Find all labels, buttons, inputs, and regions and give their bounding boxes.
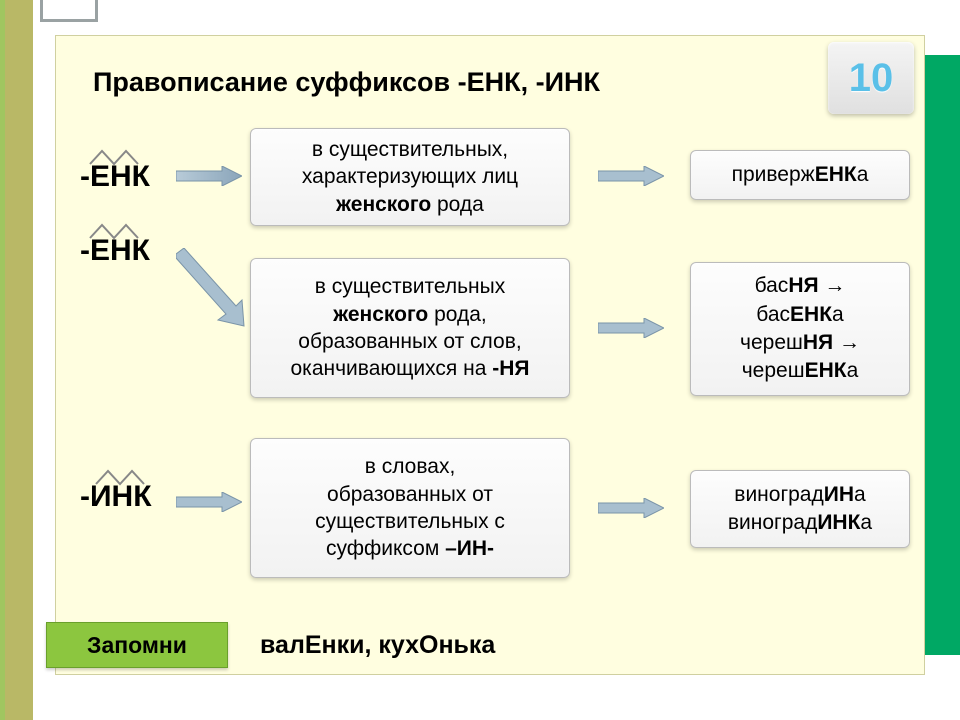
ex-text: → bbox=[819, 274, 846, 297]
arrow-icon bbox=[598, 318, 664, 338]
arrow-icon bbox=[176, 166, 242, 186]
suffix-label-enk-2: -ЕНК bbox=[80, 234, 150, 268]
rule-box-2: в существительных женского рода, образов… bbox=[250, 258, 570, 398]
ex-text: а bbox=[860, 511, 872, 534]
rule-text-bold: женского bbox=[333, 303, 428, 326]
ex-text-bold: ИН bbox=[824, 483, 854, 506]
page-frame: Правописание суффиксов -ЕНК, -ИНК 10 -ЕН… bbox=[0, 0, 960, 720]
rule-text: рода, bbox=[428, 303, 487, 326]
ex-text: бас bbox=[755, 274, 789, 297]
ex-text-bold: НЯ bbox=[803, 331, 833, 354]
rule-text-bold: -НЯ bbox=[492, 357, 529, 380]
ex-text-bold: ЕНК bbox=[815, 163, 857, 186]
ex-text: приверж bbox=[732, 163, 815, 186]
example-box-3: виноградИНа виноградИНКа bbox=[690, 470, 910, 548]
ex-text: череш bbox=[742, 359, 805, 382]
rule-text: рода bbox=[431, 193, 484, 216]
rule-text: характеризующих лиц bbox=[302, 165, 518, 188]
suffix-label-enk-1: -ЕНК bbox=[80, 160, 150, 194]
slide-number-badge: 10 bbox=[828, 42, 914, 114]
rule-text: образованных от слов, bbox=[298, 330, 521, 353]
ex-text-bold: ИНК bbox=[817, 511, 860, 534]
ex-text: виноград bbox=[734, 483, 823, 506]
ex-text: а bbox=[832, 303, 844, 326]
ex-text-bold: НЯ bbox=[788, 274, 818, 297]
rule-box-1: в существительных, характеризующих лиц ж… bbox=[250, 128, 570, 226]
example-box-1: привержЕНКа bbox=[690, 150, 910, 200]
rule-text: образованных от bbox=[327, 483, 493, 506]
ex-text: а bbox=[847, 359, 859, 382]
suffix-label-ink: -ИНК bbox=[80, 480, 152, 514]
ex-text: череш bbox=[740, 331, 803, 354]
page-title: Правописание суффиксов -ЕНК, -ИНК bbox=[75, 55, 713, 109]
ex-text: бас bbox=[756, 303, 790, 326]
rule-box-3: в словах, образованных от существительны… bbox=[250, 438, 570, 578]
ex-text-bold: ЕНК bbox=[805, 359, 847, 382]
rule-text: существительных с bbox=[315, 510, 505, 533]
ex-text: виноград bbox=[728, 511, 817, 534]
rule-text: в существительных, bbox=[312, 138, 508, 161]
example-box-2: басНЯ → басЕНКа черешНЯ → черешЕНКа bbox=[690, 262, 910, 396]
arrow-icon bbox=[598, 166, 664, 186]
decor-top-square bbox=[40, 0, 98, 22]
rule-text: в существительных bbox=[315, 275, 505, 298]
remember-label: Запомни bbox=[46, 622, 228, 668]
decor-left-olive bbox=[5, 0, 33, 720]
arrow-icon bbox=[598, 498, 664, 518]
rule-text: суффиксом bbox=[326, 537, 445, 560]
arrow-icon bbox=[176, 492, 242, 512]
remember-text: валЕнки, кухОнька bbox=[250, 622, 910, 668]
ex-text: → bbox=[833, 331, 860, 354]
ex-text: а bbox=[857, 163, 869, 186]
rule-text-bold: женского bbox=[336, 193, 431, 216]
rule-text-bold: –ИН- bbox=[445, 537, 494, 560]
ex-text-bold: ЕНК bbox=[790, 303, 832, 326]
decor-right-green bbox=[924, 55, 960, 655]
ex-text: а bbox=[854, 483, 866, 506]
arrow-icon bbox=[176, 248, 246, 328]
rule-text: в словах, bbox=[365, 455, 456, 478]
rule-text: оканчивающихся на bbox=[291, 357, 493, 380]
